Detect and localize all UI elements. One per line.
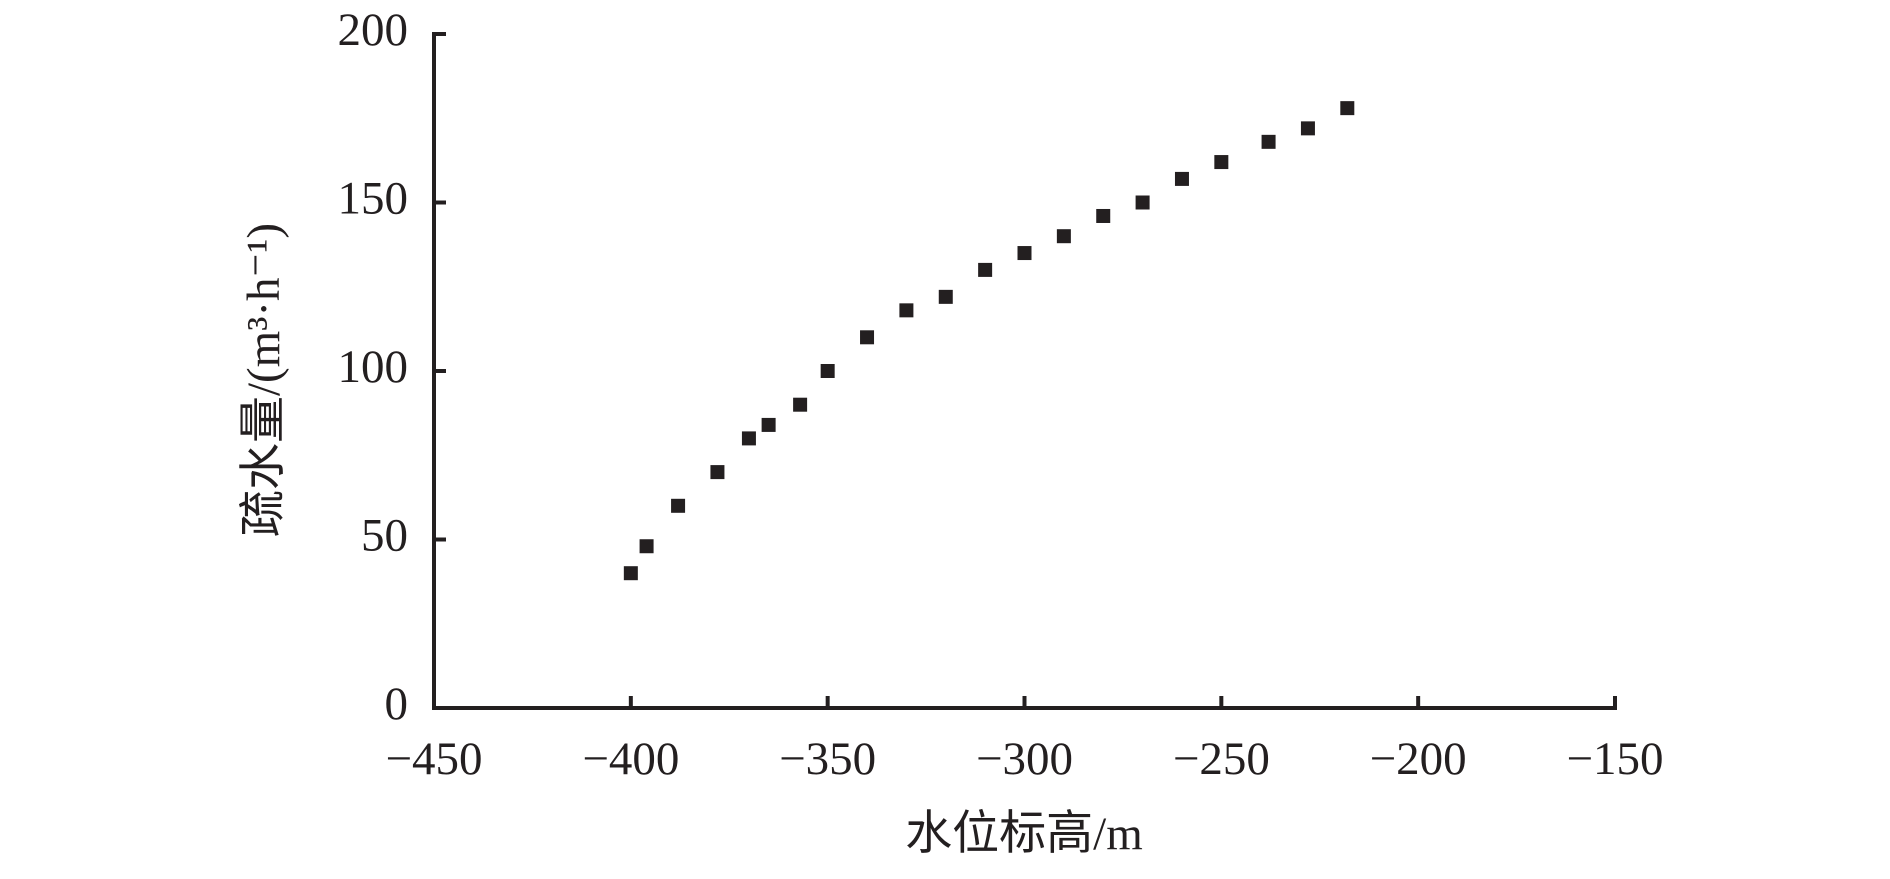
point [623, 566, 638, 581]
point [1017, 246, 1032, 261]
point [938, 289, 953, 304]
point [639, 539, 654, 554]
point [793, 397, 808, 412]
y-tick-label: 0 [385, 678, 409, 730]
x-tick-label: −400 [582, 733, 679, 785]
y-tick-label: 150 [338, 172, 409, 224]
y-tick-label: 100 [338, 341, 409, 393]
point [671, 498, 686, 513]
point [741, 431, 756, 446]
y-axis-label: 疏水量/(m³·h⁻¹) [238, 223, 290, 537]
x-axis-label: 水位标高/m [905, 808, 1143, 860]
point [860, 330, 875, 345]
point [1261, 134, 1276, 149]
x-tick-label: −350 [779, 733, 876, 785]
point [1135, 195, 1150, 210]
point [1340, 101, 1355, 116]
y-tick-label: 200 [338, 4, 409, 56]
point [820, 364, 835, 378]
x-tick-label: −300 [976, 733, 1073, 785]
point [761, 417, 776, 432]
point [978, 262, 993, 277]
point [710, 465, 725, 480]
x-tick-label: −450 [385, 733, 482, 785]
point [1056, 229, 1071, 244]
x-tick-label: −250 [1173, 733, 1270, 785]
point [1174, 171, 1189, 186]
point [1300, 121, 1315, 136]
x-tick-label: −150 [1566, 733, 1663, 785]
x-tick-label: −200 [1370, 733, 1467, 785]
point [899, 303, 914, 318]
y-tick-label: 50 [361, 509, 408, 561]
point [1096, 208, 1111, 223]
point [1214, 155, 1229, 170]
